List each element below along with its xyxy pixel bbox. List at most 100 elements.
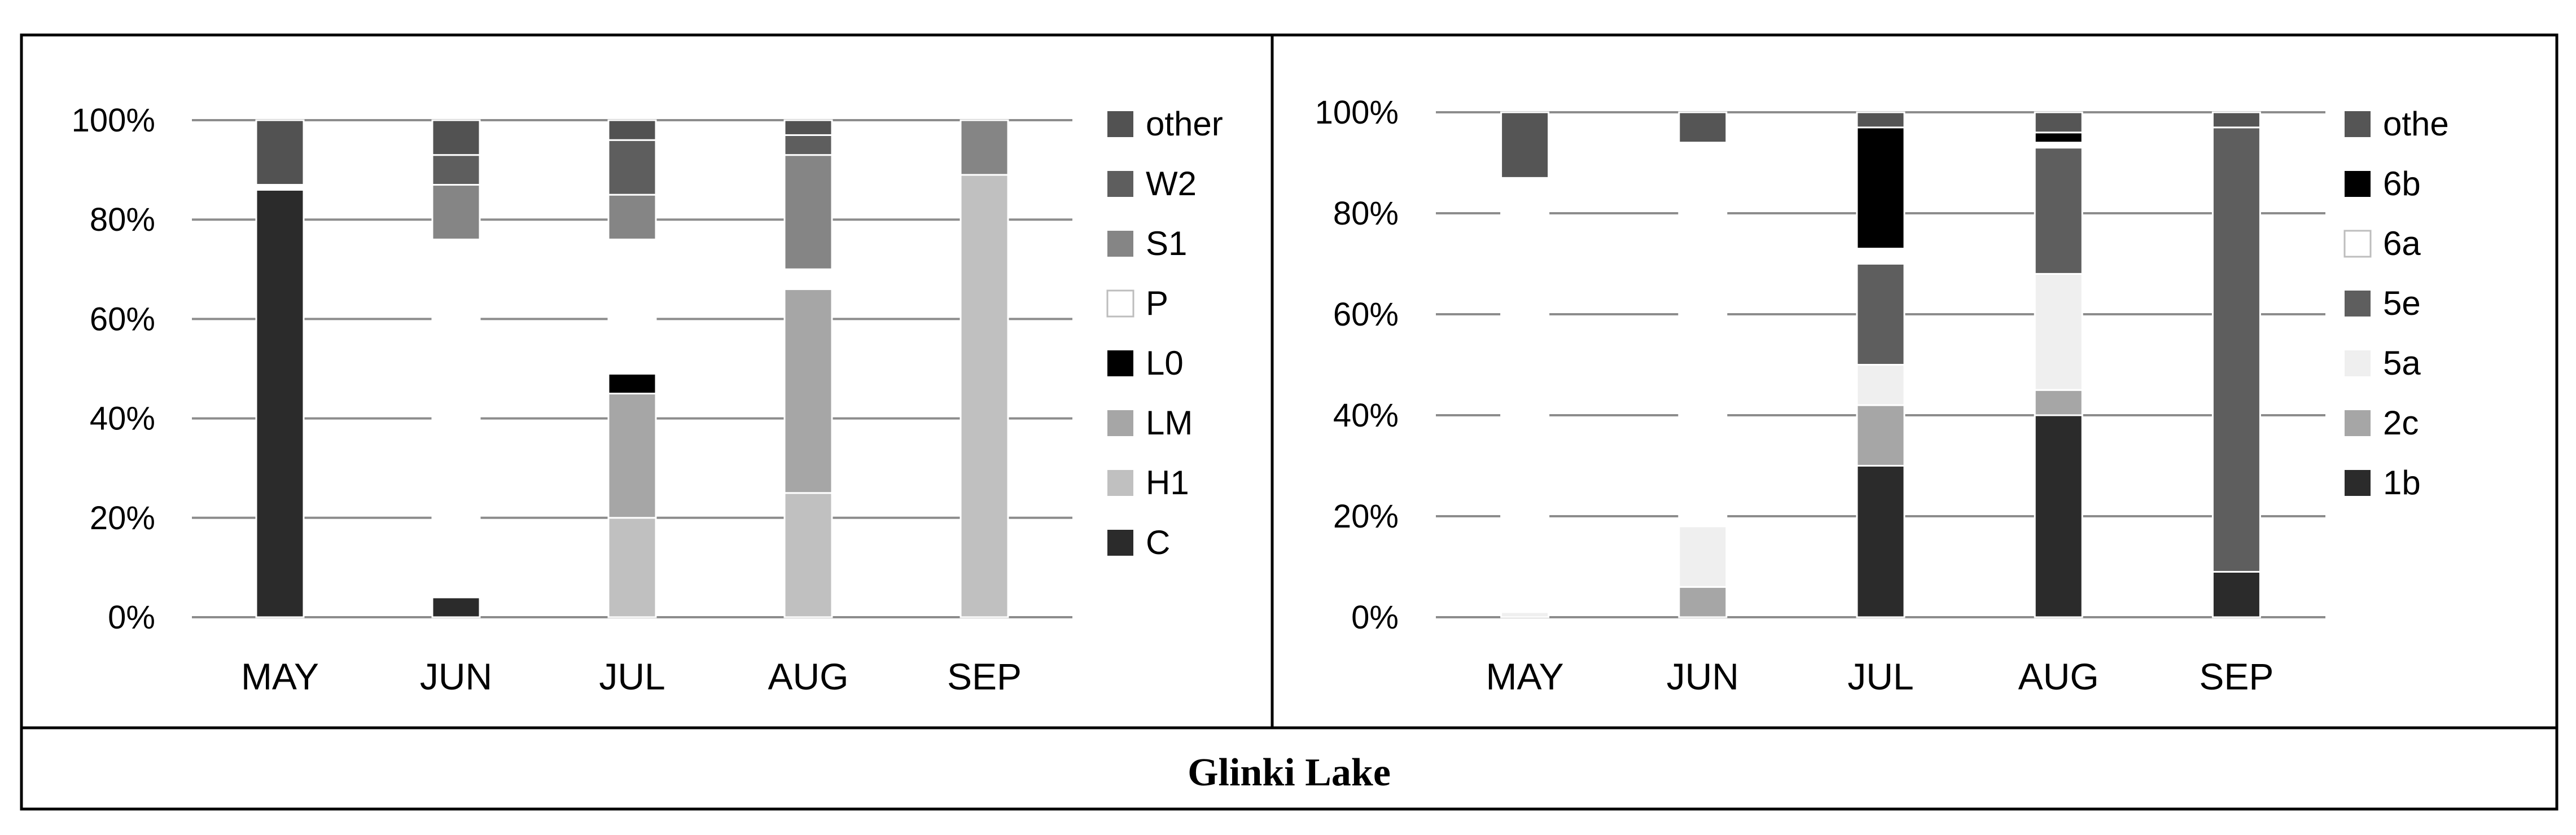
bar-segment-1b: [1856, 465, 1905, 618]
bar-segment-P: [431, 238, 481, 599]
legend-swatch: [1107, 410, 1133, 436]
bar-segment-2c: [1678, 586, 1728, 618]
bar-segment-H1: [783, 492, 833, 618]
bar-segment-5a: [1678, 525, 1728, 588]
legend-label: 2c: [2383, 404, 2419, 442]
y-tick-label: 100%: [72, 102, 155, 139]
x-category-label: MAY: [241, 656, 319, 697]
bar-segment-5a: [2034, 273, 2083, 391]
legend-swatch: [1106, 289, 1134, 318]
x-category-label: SEP: [947, 656, 1022, 697]
bar-segment-6a: [1856, 248, 1905, 265]
bar-segment-5e: [1856, 263, 1905, 366]
legend-swatch: [1107, 530, 1133, 556]
bar-segment-othe: [1856, 111, 1905, 129]
figure-caption: Glinki Lake: [1188, 751, 1391, 794]
bar-segment-P: [607, 238, 657, 375]
x-category-label: JUL: [1847, 656, 1913, 697]
legend-swatch: [2343, 230, 2372, 258]
bar-segment-2c: [1856, 404, 1905, 467]
chart-right-color-types: 0% 20% 40% 60% 80% 100% MAY JUN JUL AUG SEP othe 6b 6…: [1315, 94, 2449, 697]
x-category-label: JUN: [1667, 656, 1739, 697]
bar-segment-W2: [783, 134, 833, 156]
legend-label: 5e: [2383, 284, 2421, 322]
legend-swatch: [2345, 350, 2371, 376]
bar-segment-6b: [2034, 131, 2083, 144]
bar-segment-6b: [1856, 126, 1905, 250]
legend-swatch: [2345, 171, 2371, 197]
bar-segment-S1: [783, 154, 833, 270]
legend-swatch: [1107, 111, 1133, 137]
legend-label: C: [1146, 524, 1170, 561]
bar-segment-LM: [783, 288, 833, 494]
bar-segment-C: [255, 188, 305, 618]
bar-segment-S1: [607, 194, 657, 240]
bar-segment-other: [783, 119, 833, 136]
bar-segment-othe: [2211, 111, 2261, 129]
legend-label: L0: [1146, 344, 1184, 382]
bar-segment-1b: [2211, 570, 2261, 618]
y-tick-label: 20%: [90, 500, 155, 537]
bar-segment-6a: [1678, 142, 1728, 528]
bar-segment-1b: [2034, 414, 2083, 618]
legend-label: 6a: [2383, 225, 2421, 262]
legend-swatch: [1107, 470, 1133, 496]
bar-segment-5e: [2211, 126, 2261, 573]
legend-swatch: [1107, 350, 1133, 376]
bar-segment-P: [783, 268, 833, 291]
legend-swatch: [2345, 410, 2371, 436]
bar-segment-S1: [960, 119, 1009, 176]
y-tick-label: 0%: [108, 599, 155, 636]
y-tick-label: 20%: [1333, 498, 1399, 535]
legend-swatch: [2345, 291, 2371, 317]
bar-segment-LM: [607, 393, 657, 519]
bar-segment-othe: [1678, 111, 1728, 144]
chart-left-grinding-types: 0% 20% 40% 60% 80% 100% MAY JUN JUL AUG SEP other W2…: [72, 102, 1223, 697]
x-category-label: MAY: [1486, 656, 1564, 697]
bar-segment-L0: [607, 372, 657, 395]
y-tick-label: 60%: [1333, 296, 1399, 333]
bar-segment-S1: [431, 184, 481, 240]
legend-label: 5a: [2383, 344, 2421, 382]
x-category-label: JUN: [420, 656, 492, 697]
legend-swatch: [2345, 470, 2371, 496]
y-tick-label: 40%: [1333, 397, 1399, 434]
figure-frame: [20, 33, 2559, 811]
legend-label: W2: [1146, 165, 1197, 203]
bar-segment-W2: [431, 154, 481, 186]
bar-segment-5a: [1856, 364, 1905, 406]
x-category-label: AUG: [2018, 656, 2099, 697]
y-tick-label: 100%: [1315, 94, 1399, 131]
y-tick-label: 0%: [1351, 599, 1399, 636]
x-category-label: SEP: [2199, 656, 2273, 697]
y-tick-label: 60%: [90, 301, 155, 337]
legend-swatch: [1107, 171, 1133, 197]
bar-segment-6a: [1500, 177, 1550, 613]
bar-segment-othe: [1500, 111, 1550, 179]
legend-label: 1b: [2383, 464, 2421, 502]
y-tick-label: 80%: [90, 201, 155, 238]
legend-swatch: [1107, 231, 1133, 257]
bar-segment-H1: [607, 517, 657, 618]
legend-label: other: [1146, 105, 1223, 143]
bar-segment-2c: [2034, 389, 2083, 416]
y-tick-label: 40%: [90, 401, 155, 437]
bar-segment-other: [255, 119, 305, 186]
x-category-label: AUG: [768, 656, 848, 697]
legend-label: LM: [1146, 404, 1193, 442]
legend-label: P: [1146, 284, 1168, 322]
legend-swatch: [2345, 111, 2371, 137]
bar-segment-5e: [2034, 147, 2083, 275]
bar-segment-other: [607, 119, 657, 141]
legend-label: H1: [1146, 464, 1189, 502]
legend-label: S1: [1146, 225, 1187, 262]
y-tick-label: 80%: [1333, 195, 1399, 232]
bar-segment-C: [431, 596, 481, 618]
bar-segment-othe: [2034, 111, 2083, 134]
legend-label: othe: [2383, 105, 2449, 143]
bar-segment-H1: [960, 174, 1009, 618]
bar-segment-W2: [607, 139, 657, 196]
bar-segment-other: [431, 119, 481, 156]
x-category-label: JUL: [599, 656, 665, 697]
